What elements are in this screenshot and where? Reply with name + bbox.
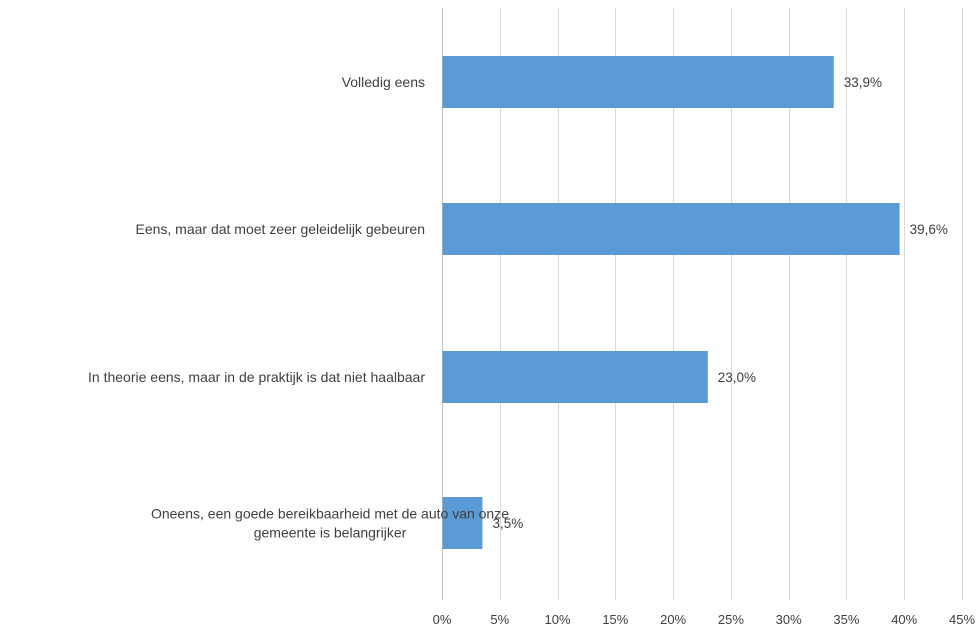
x-tick-label: 45% bbox=[949, 612, 975, 627]
bar bbox=[442, 351, 708, 403]
bars bbox=[442, 56, 900, 549]
data-labels: 33,9% 39,6% 23,0% 3,5% bbox=[492, 75, 947, 531]
x-tick-label: 15% bbox=[602, 612, 628, 627]
x-tick-label: 5% bbox=[490, 612, 509, 627]
x-tick-label: 40% bbox=[891, 612, 917, 627]
bar bbox=[442, 203, 900, 255]
data-label: 33,9% bbox=[844, 75, 882, 90]
category-label: In theorie eens, maar in de praktijk is … bbox=[88, 369, 425, 385]
category-labels: Volledig eens Eens, maar dat moet zeer ge… bbox=[88, 74, 509, 541]
x-tick-label: 30% bbox=[776, 612, 802, 627]
bar bbox=[442, 497, 483, 549]
x-axis-tick-labels: 0% 5% 10% 15% 20% 25% 30% 35% 40% 45% bbox=[433, 612, 976, 627]
data-label: 23,0% bbox=[718, 370, 756, 385]
bar bbox=[442, 56, 834, 108]
category-label: Eens, maar dat moet zeer geleidelijk geb… bbox=[135, 221, 425, 237]
data-label: 3,5% bbox=[492, 516, 523, 531]
category-label: Volledig eens bbox=[342, 74, 425, 90]
category-label: Oneens, een goede bereikbaarheid met de … bbox=[151, 506, 509, 541]
x-tick-label: 0% bbox=[433, 612, 452, 627]
x-tick-label: 20% bbox=[660, 612, 686, 627]
x-tick-label: 35% bbox=[833, 612, 859, 627]
data-label: 39,6% bbox=[910, 222, 948, 237]
x-tick-label: 25% bbox=[718, 612, 744, 627]
x-tick-label: 10% bbox=[545, 612, 571, 627]
